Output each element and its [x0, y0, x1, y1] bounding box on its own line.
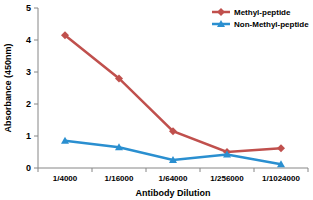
data-point [169, 127, 177, 135]
x-tick-label: 1/64000 [159, 174, 188, 183]
x-tick [200, 168, 201, 172]
y-tick [34, 168, 38, 169]
series-line [65, 141, 281, 164]
y-tick-label: 0 [26, 163, 31, 173]
data-point [223, 151, 231, 158]
legend-marker [217, 20, 225, 27]
data-point [115, 143, 123, 150]
x-tick-label: 1/1024000 [262, 174, 300, 183]
y-tick [34, 8, 38, 9]
x-tick-label: 1/4000 [53, 174, 78, 183]
x-tick [254, 168, 255, 172]
data-point [115, 74, 123, 82]
y-tick-label: 5 [26, 3, 31, 13]
series-line [65, 35, 281, 152]
plot-area [61, 31, 285, 167]
y-tick [34, 104, 38, 105]
data-point [169, 156, 177, 163]
data-point [61, 31, 69, 39]
x-tick [92, 168, 93, 172]
chart: 0 1 2 3 4 5 1/4000 1/16000 1/64000 1/256000 1/1024… [0, 0, 313, 200]
x-tick [308, 168, 309, 172]
legend-marker [217, 8, 225, 16]
x-axis-title: Antibody Dilution [136, 188, 211, 198]
data-point [277, 144, 285, 152]
y-axis-title: Absorbance (450nm) [3, 43, 13, 132]
y-tick-label: 2 [26, 99, 31, 109]
x-axis [38, 168, 308, 169]
y-tick-label: 4 [26, 35, 31, 45]
y-tick [34, 72, 38, 73]
x-tick-label: 1/256000 [210, 174, 244, 183]
legend-label: Methyl-peptide [234, 8, 291, 17]
data-point [61, 137, 69, 144]
data-point [277, 160, 285, 167]
y-axis [38, 8, 39, 168]
y-tick [34, 40, 38, 41]
legend-label: Non-Methyl-peptide [234, 20, 309, 29]
legend: Methyl-peptide Non-Methyl-peptide [212, 8, 309, 29]
x-tick [146, 168, 147, 172]
x-tick [38, 168, 39, 172]
y-tick [34, 136, 38, 137]
x-tick-label: 1/16000 [105, 174, 134, 183]
y-tick-label: 1 [26, 131, 31, 141]
y-tick-label: 3 [26, 67, 31, 77]
